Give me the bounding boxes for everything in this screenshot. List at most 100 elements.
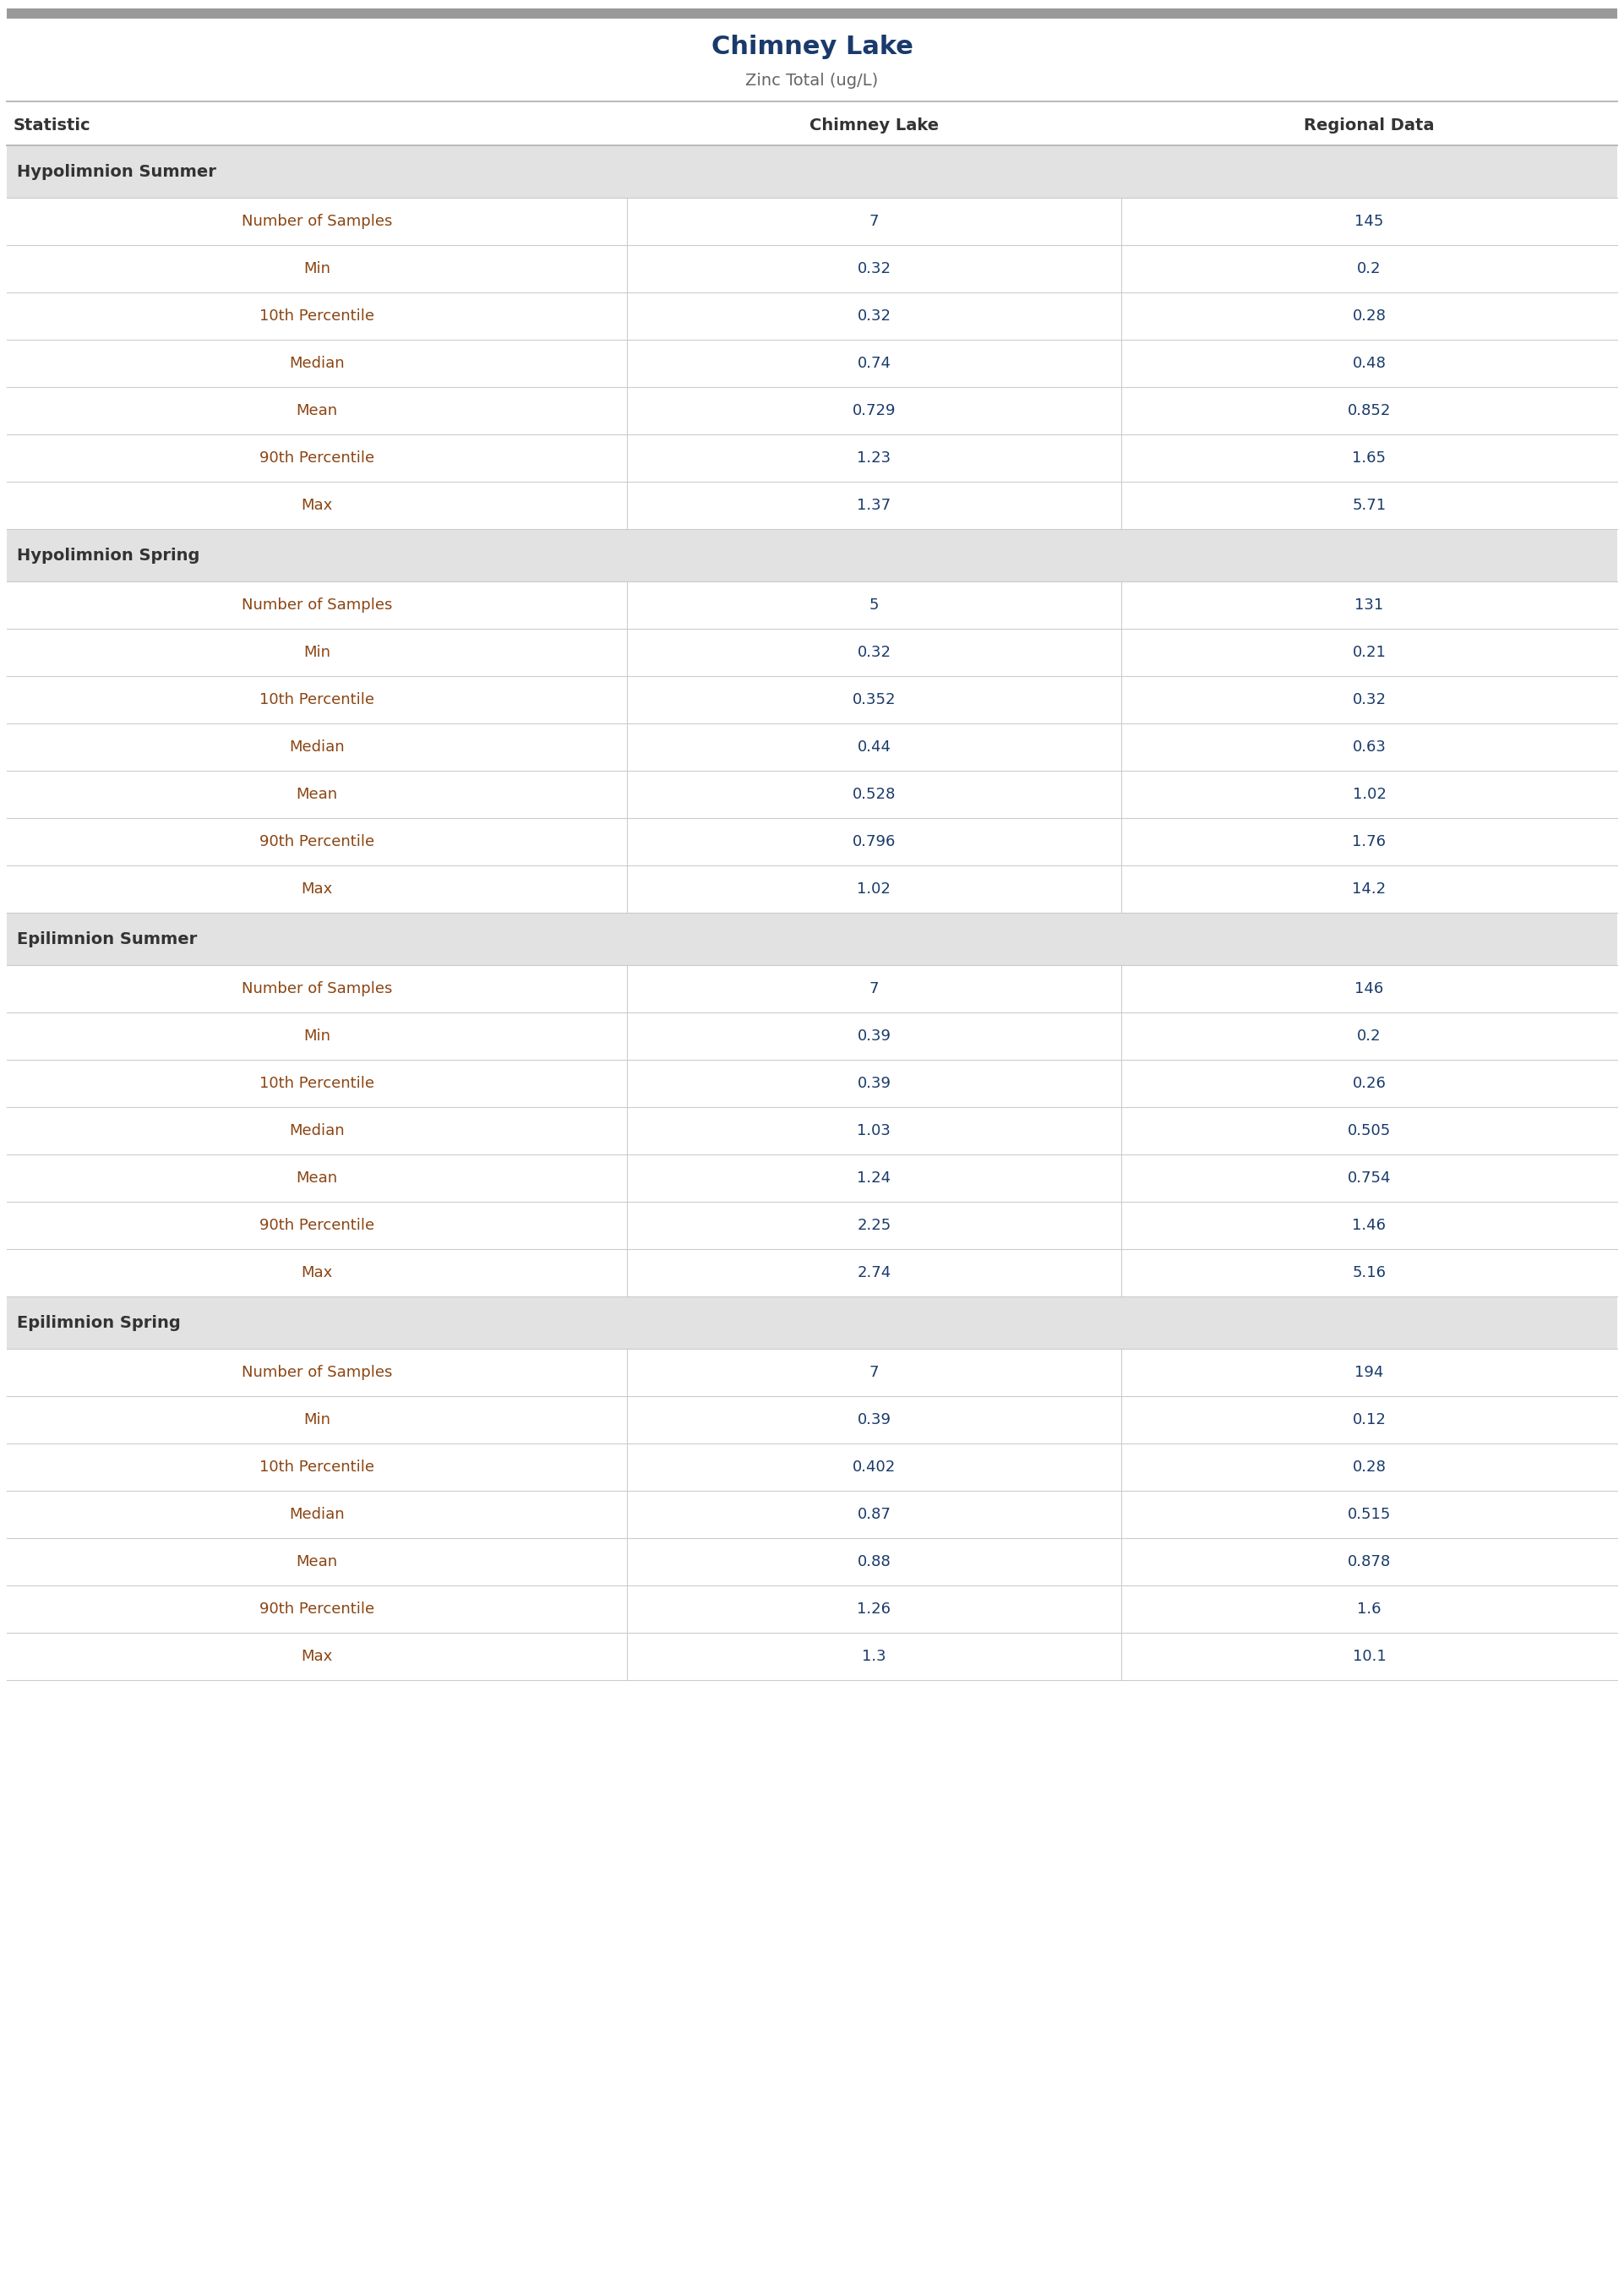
Text: 5.71: 5.71 xyxy=(1353,497,1387,513)
Text: 10.1: 10.1 xyxy=(1353,1648,1385,1664)
Bar xyxy=(6,340,1618,388)
Bar xyxy=(6,145,1618,197)
Text: Max: Max xyxy=(300,1648,333,1664)
Text: 1.37: 1.37 xyxy=(857,497,892,513)
Text: 0.63: 0.63 xyxy=(1353,740,1385,754)
Text: 1.6: 1.6 xyxy=(1358,1603,1382,1616)
Text: 145: 145 xyxy=(1354,213,1384,229)
Text: 2.25: 2.25 xyxy=(857,1217,892,1233)
Text: Chimney Lake: Chimney Lake xyxy=(809,118,939,134)
Text: 194: 194 xyxy=(1354,1364,1384,1380)
Bar xyxy=(6,1201,1618,1248)
Bar xyxy=(6,293,1618,340)
Text: 1.02: 1.02 xyxy=(1353,788,1385,801)
Text: 5.16: 5.16 xyxy=(1353,1264,1387,1280)
Text: Mean: Mean xyxy=(296,1555,338,1569)
Text: Max: Max xyxy=(300,1264,333,1280)
Text: 1.65: 1.65 xyxy=(1353,449,1387,465)
Bar xyxy=(6,724,1618,772)
Text: 0.878: 0.878 xyxy=(1348,1555,1390,1569)
Text: 0.32: 0.32 xyxy=(1353,692,1387,708)
Text: Max: Max xyxy=(300,497,333,513)
Text: 0.2: 0.2 xyxy=(1358,261,1382,277)
Text: 1.3: 1.3 xyxy=(862,1648,887,1664)
Text: 0.32: 0.32 xyxy=(857,309,892,325)
Text: Number of Samples: Number of Samples xyxy=(242,981,391,997)
Text: 0.74: 0.74 xyxy=(857,356,892,370)
Text: 5: 5 xyxy=(869,597,879,613)
Text: 10th Percentile: 10th Percentile xyxy=(260,309,374,325)
Bar xyxy=(6,1491,1618,1539)
Bar xyxy=(6,1348,1618,1396)
Text: 10th Percentile: 10th Percentile xyxy=(260,1460,374,1476)
Text: 0.32: 0.32 xyxy=(857,261,892,277)
Bar xyxy=(6,1444,1618,1491)
Text: 0.32: 0.32 xyxy=(857,645,892,661)
Bar xyxy=(6,865,1618,913)
Text: 131: 131 xyxy=(1354,597,1384,613)
Bar xyxy=(6,1396,1618,1444)
Text: 0.754: 0.754 xyxy=(1348,1171,1392,1185)
Bar xyxy=(6,245,1618,293)
Text: Zinc Total (ug/L): Zinc Total (ug/L) xyxy=(745,73,879,89)
Text: 1.76: 1.76 xyxy=(1353,833,1387,849)
Bar xyxy=(6,676,1618,724)
Text: 0.12: 0.12 xyxy=(1353,1412,1385,1428)
Bar xyxy=(6,1296,1618,1348)
Text: 0.88: 0.88 xyxy=(857,1555,892,1569)
Text: 7: 7 xyxy=(869,1364,879,1380)
Text: Mean: Mean xyxy=(296,788,338,801)
Text: 0.39: 0.39 xyxy=(857,1412,892,1428)
Text: Min: Min xyxy=(304,1028,330,1044)
Bar xyxy=(6,197,1618,245)
Text: 10th Percentile: 10th Percentile xyxy=(260,692,374,708)
Text: 0.21: 0.21 xyxy=(1353,645,1385,661)
Text: 10th Percentile: 10th Percentile xyxy=(260,1076,374,1092)
Text: 1.46: 1.46 xyxy=(1353,1217,1387,1233)
Text: Epilimnion Spring: Epilimnion Spring xyxy=(16,1314,180,1330)
Text: 0.28: 0.28 xyxy=(1353,309,1385,325)
Text: Median: Median xyxy=(289,1507,344,1523)
Text: 2.74: 2.74 xyxy=(857,1264,892,1280)
Text: Epilimnion Summer: Epilimnion Summer xyxy=(16,931,197,947)
Bar xyxy=(6,1155,1618,1201)
Text: 0.44: 0.44 xyxy=(857,740,892,754)
Text: Statistic: Statistic xyxy=(13,118,91,134)
Text: 0.352: 0.352 xyxy=(853,692,896,708)
Text: 0.729: 0.729 xyxy=(853,404,896,418)
Text: Regional Data: Regional Data xyxy=(1304,118,1434,134)
Text: 90th Percentile: 90th Percentile xyxy=(260,1603,374,1616)
Bar xyxy=(6,529,1618,581)
Text: 0.2: 0.2 xyxy=(1358,1028,1382,1044)
Text: Hypolimnion Summer: Hypolimnion Summer xyxy=(16,163,216,179)
Text: 0.796: 0.796 xyxy=(853,833,896,849)
Text: Mean: Mean xyxy=(296,1171,338,1185)
Text: 0.48: 0.48 xyxy=(1353,356,1385,370)
Text: 0.28: 0.28 xyxy=(1353,1460,1385,1476)
Text: 14.2: 14.2 xyxy=(1353,881,1387,897)
Text: 0.26: 0.26 xyxy=(1353,1076,1385,1092)
Bar xyxy=(6,9,1618,18)
Bar xyxy=(6,965,1618,1012)
Bar xyxy=(6,1249,1618,1296)
Bar xyxy=(6,1632,1618,1680)
Text: 7: 7 xyxy=(869,981,879,997)
Text: 0.505: 0.505 xyxy=(1348,1124,1390,1137)
Text: 0.87: 0.87 xyxy=(857,1507,892,1523)
Text: 90th Percentile: 90th Percentile xyxy=(260,449,374,465)
Bar xyxy=(6,1108,1618,1155)
Text: 0.852: 0.852 xyxy=(1348,404,1390,418)
Text: 0.39: 0.39 xyxy=(857,1028,892,1044)
Text: Min: Min xyxy=(304,1412,330,1428)
Text: 0.39: 0.39 xyxy=(857,1076,892,1092)
Bar xyxy=(6,629,1618,676)
Text: 0.402: 0.402 xyxy=(853,1460,896,1476)
Text: Min: Min xyxy=(304,261,330,277)
Text: Max: Max xyxy=(300,881,333,897)
Text: 7: 7 xyxy=(869,213,879,229)
Bar xyxy=(6,1060,1618,1108)
Text: Number of Samples: Number of Samples xyxy=(242,1364,391,1380)
Bar xyxy=(6,388,1618,434)
Text: 1.24: 1.24 xyxy=(857,1171,892,1185)
Text: Hypolimnion Spring: Hypolimnion Spring xyxy=(16,547,200,563)
